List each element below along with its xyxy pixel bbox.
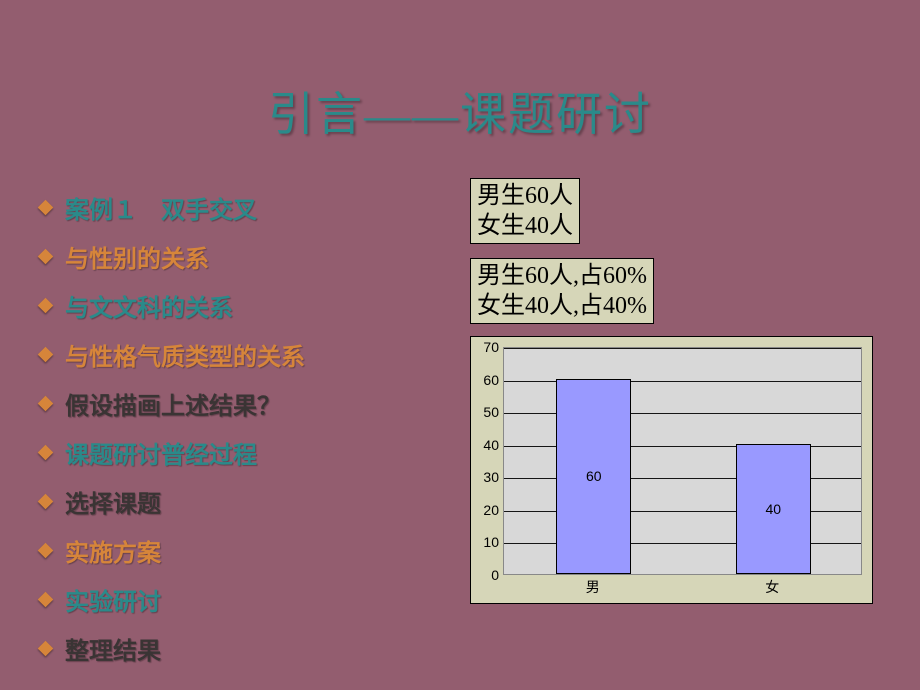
body: 案例１ 双手交叉与性别的关系与文文科的关系与性格气质类型的关系假设描画上述结果？… [40,178,880,670]
bullet-text: 课题研讨普经过程 [65,435,257,470]
diamond-bullet-icon [38,445,54,461]
chart-plot-area: 60 40 [503,347,862,575]
chart-ytick-label: 50 [477,404,499,420]
bullet-item: 案例１ 双手交叉 [40,190,470,225]
chart-ytick-label: 70 [477,339,499,355]
bullet-item: 假设描画上述结果？ [40,386,470,421]
bullet-list: 案例１ 双手交叉与性别的关系与文文科的关系与性格气质类型的关系假设描画上述结果？… [40,178,470,670]
diamond-bullet-icon [38,298,54,314]
textbox-line: 男生60人,占60% [477,261,647,291]
bullet-item: 课题研讨普经过程 [40,435,470,470]
bullet-item: 与文文科的关系 [40,288,470,323]
chart-bar: 60 [556,379,631,574]
bullet-text: 假设描画上述结果？ [65,386,281,421]
bullet-item: 实验研讨 [40,582,470,617]
bullet-item: 选择课题 [40,484,470,519]
chart-xlabel: 男 [503,577,683,597]
bullet-item: 与性格气质类型的关系 [40,337,470,372]
chart-bar-value: 40 [765,501,781,517]
chart-xlabel: 女 [683,577,863,597]
diamond-bullet-icon [38,347,54,363]
bullet-text: 与文文科的关系 [65,288,233,323]
textbox-line: 女生40人,占40% [477,291,647,321]
bullet-text: 实施方案 [65,533,161,568]
bullet-text: 与性格气质类型的关系 [65,337,305,372]
diamond-bullet-icon [38,592,54,608]
textbox-line: 男生60人 [477,181,573,211]
chart-bar-value: 60 [586,468,602,484]
bullet-text: 选择课题 [65,484,161,519]
bullet-item: 整理结果 [40,631,470,666]
chart-ytick-label: 20 [477,502,499,518]
diamond-bullet-icon [38,200,54,216]
textbox-line: 女生40人 [477,211,573,241]
bullet-text: 案例１ 双手交叉 [65,190,257,225]
chart-ytick-label: 30 [477,469,499,485]
bar-chart: 60 40 0 10 20 30 40 50 60 70 男女 [470,336,873,604]
textbox-counts: 男生60人女生40人 [470,178,580,244]
bullet-item: 与性别的关系 [40,239,470,274]
diamond-bullet-icon [38,249,54,265]
chart-bar: 40 [736,444,811,574]
right-column: 男生60人女生40人 男生60人,占60%女生40人,占40% 60 40 0 10… [470,178,880,670]
diamond-bullet-icon [38,543,54,559]
chart-ytick-label: 10 [477,534,499,550]
bullet-text: 实验研讨 [65,582,161,617]
chart-ytick-label: 0 [477,567,499,583]
chart-gridline [504,348,861,349]
chart-ytick-label: 40 [477,437,499,453]
diamond-bullet-icon [38,494,54,510]
bullet-item: 实施方案 [40,533,470,568]
bullet-text: 整理结果 [65,631,161,666]
bullet-text: 与性别的关系 [65,239,209,274]
chart-ytick-label: 60 [477,372,499,388]
diamond-bullet-icon [38,641,54,657]
diamond-bullet-icon [38,396,54,412]
slide-title: 引言――课题研讨 [0,0,920,144]
textbox-percentages: 男生60人,占60%女生40人,占40% [470,258,654,324]
